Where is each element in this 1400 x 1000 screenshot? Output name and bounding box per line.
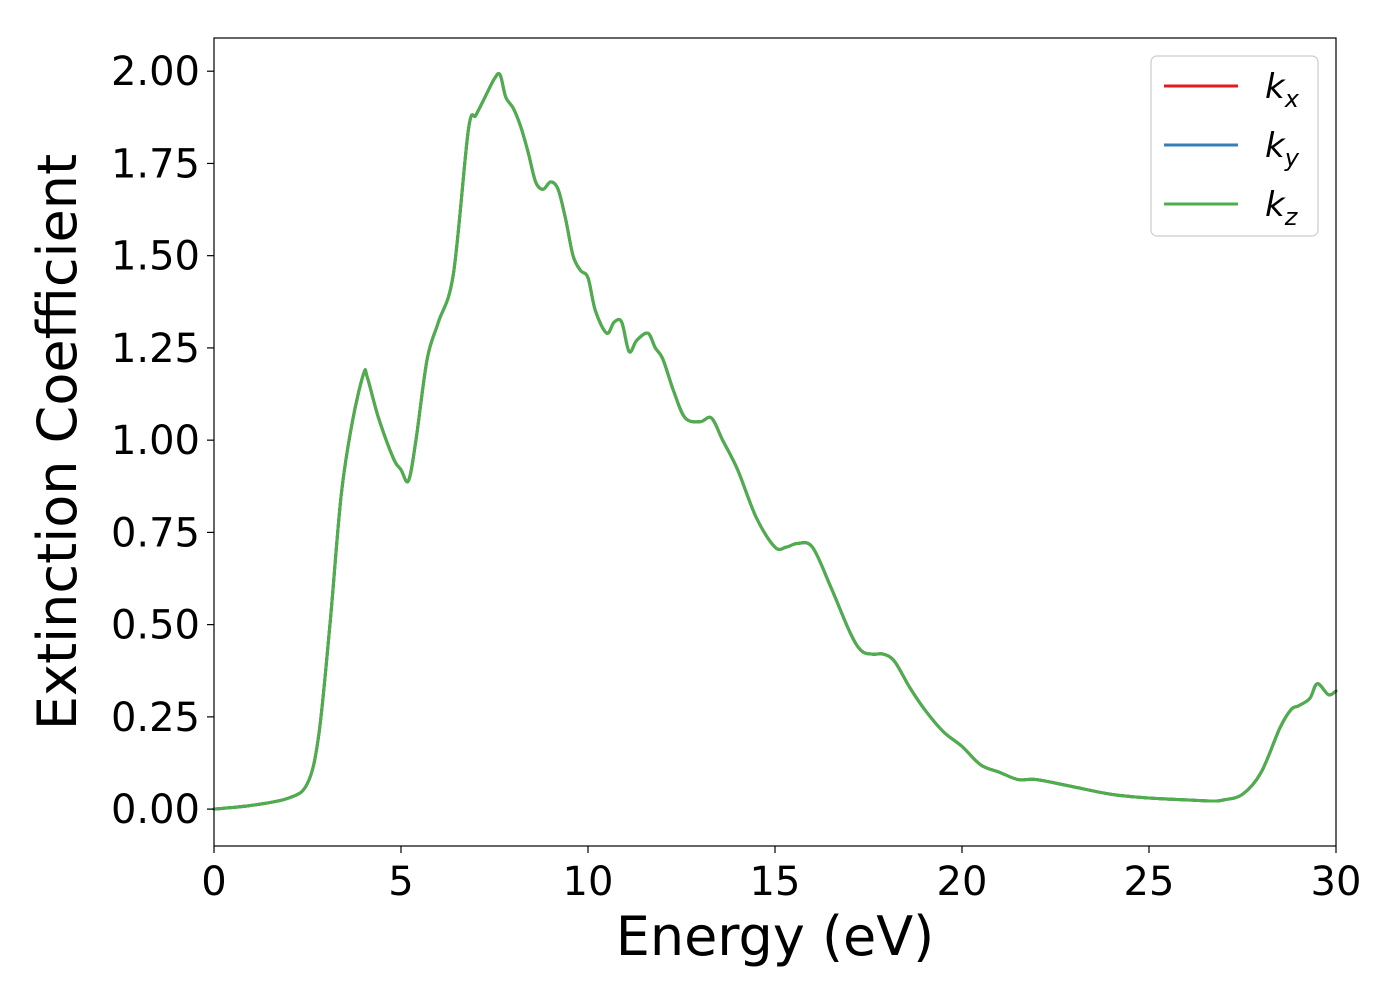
x-tick-label: 5 (388, 859, 413, 905)
y-tick-label: 1.00 (111, 418, 200, 464)
y-tick-label: 0.50 (111, 603, 200, 649)
legend-label-kx: kx (1265, 67, 1300, 113)
y-tick-label: 0.25 (111, 695, 200, 741)
x-axis-ticks: 0 5 10 15 20 25 30 (201, 846, 1361, 905)
legend: kx ky kz (1150, 55, 1319, 237)
legend-label-kz: kz (1265, 185, 1299, 231)
x-tick-label: 10 (563, 859, 614, 905)
y-tick-label: 1.25 (111, 326, 200, 372)
y-tick-label: 1.50 (111, 234, 200, 280)
series-layer (212, 72, 1338, 811)
series-line-kz (212, 72, 1338, 811)
y-axis-ticks: 0.00 0.25 0.50 0.75 1.00 1.25 1.50 1.75 2.00 (111, 49, 214, 833)
x-tick-label: 0 (201, 859, 226, 905)
x-axis-label: Energy (eV) (616, 905, 935, 968)
legend-label-ky: ky (1265, 126, 1300, 172)
x-tick-label: 20 (937, 859, 988, 905)
x-tick-label: 30 (1311, 859, 1362, 905)
y-tick-label: 0.00 (111, 787, 200, 833)
x-tick-label: 25 (1124, 859, 1175, 905)
y-tick-label: 0.75 (111, 510, 200, 556)
y-tick-label: 1.75 (111, 141, 200, 187)
y-tick-label: 2.00 (111, 49, 200, 95)
y-axis-label: Extinction Coefficient (26, 154, 89, 730)
x-tick-label: 15 (750, 859, 801, 905)
